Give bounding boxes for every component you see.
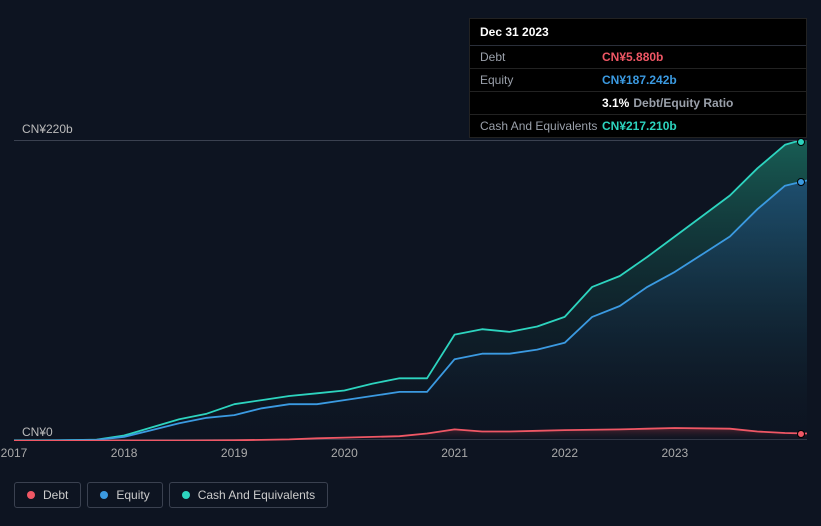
y-axis-top-label: CN¥220b bbox=[22, 122, 73, 136]
series-marker bbox=[797, 430, 805, 438]
x-tick-label: 2019 bbox=[221, 446, 248, 460]
tooltip-row-debt: Debt CN¥5.880b bbox=[470, 46, 806, 69]
x-tick-label: 2018 bbox=[111, 446, 138, 460]
tooltip-ratio: 3.1% Debt/Equity Ratio bbox=[602, 96, 796, 110]
x-tick-label: 2017 bbox=[1, 446, 28, 460]
tooltip-value: CN¥187.242b bbox=[602, 73, 796, 87]
tooltip-date: Dec 31 2023 bbox=[470, 19, 806, 46]
legend-dot-icon bbox=[182, 491, 190, 499]
legend-label: Cash And Equivalents bbox=[198, 488, 315, 502]
chart-container: Dec 31 2023 Debt CN¥5.880b Equity CN¥187… bbox=[0, 0, 821, 526]
legend-item-debt[interactable]: Debt bbox=[14, 482, 81, 508]
legend: Debt Equity Cash And Equivalents bbox=[14, 482, 328, 508]
x-tick-label: 2023 bbox=[661, 446, 688, 460]
tooltip-row-equity: Equity CN¥187.242b bbox=[470, 69, 806, 92]
legend-dot-icon bbox=[100, 491, 108, 499]
tooltip-label: Debt bbox=[480, 50, 602, 64]
series-marker bbox=[797, 138, 805, 146]
ratio-label: Debt/Equity Ratio bbox=[633, 96, 733, 110]
data-tooltip: Dec 31 2023 Debt CN¥5.880b Equity CN¥187… bbox=[469, 18, 807, 138]
tooltip-label: Equity bbox=[480, 73, 602, 87]
chart-area[interactable]: CN¥220b CN¥0 201720182019202020212022202… bbox=[14, 124, 807, 464]
plot-region[interactable] bbox=[14, 140, 807, 440]
tooltip-row-ratio: 3.1% Debt/Equity Ratio bbox=[470, 92, 806, 115]
series-marker bbox=[797, 178, 805, 186]
x-tick-label: 2021 bbox=[441, 446, 468, 460]
x-axis: 2017201820192020202120222023 bbox=[14, 446, 807, 464]
legend-item-equity[interactable]: Equity bbox=[87, 482, 162, 508]
legend-label: Equity bbox=[116, 488, 149, 502]
x-tick-label: 2020 bbox=[331, 446, 358, 460]
ratio-pct: 3.1% bbox=[602, 96, 629, 110]
x-tick-label: 2022 bbox=[551, 446, 578, 460]
tooltip-label bbox=[480, 96, 602, 110]
plot-svg bbox=[14, 141, 807, 441]
legend-item-cash[interactable]: Cash And Equivalents bbox=[169, 482, 328, 508]
legend-label: Debt bbox=[43, 488, 68, 502]
legend-dot-icon bbox=[27, 491, 35, 499]
tooltip-value: CN¥5.880b bbox=[602, 50, 796, 64]
